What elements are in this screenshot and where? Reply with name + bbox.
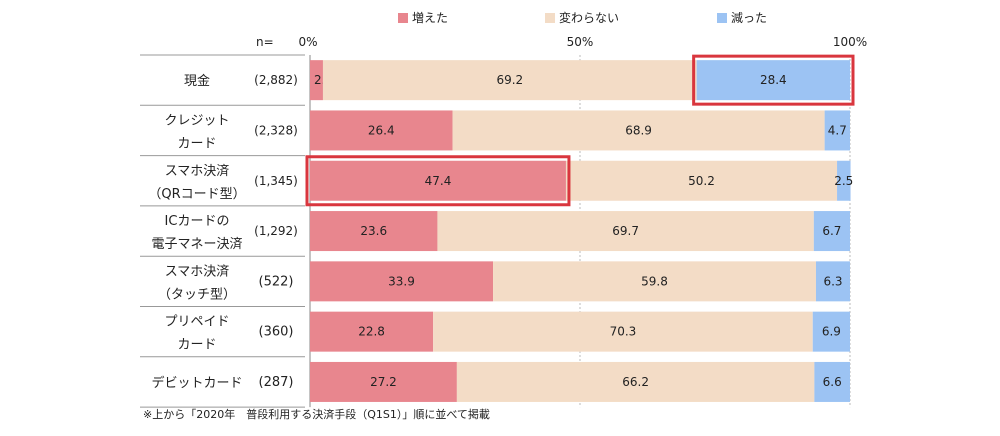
data-label: 22.8 (358, 325, 385, 339)
bar-segment (322, 60, 697, 101)
data-label: 6.7 (822, 224, 841, 238)
data-label: 47.4 (425, 174, 452, 188)
bar-segment (433, 311, 813, 352)
sample-size-label: (2,882) (254, 73, 298, 87)
data-label: 28.4 (760, 73, 787, 87)
legend-label: 増えた (412, 11, 448, 25)
data-label: 4.7 (828, 123, 847, 137)
category-label: カード (177, 136, 216, 151)
sample-size-label: (1,292) (254, 224, 298, 238)
data-label: 69.7 (612, 224, 639, 238)
data-label: 50.2 (688, 174, 715, 188)
data-label: 23.6 (360, 224, 387, 238)
category-label: プリペイド (164, 315, 229, 330)
axis-tick-label: 0% (298, 35, 317, 49)
category-label: カード (177, 338, 216, 353)
data-label: 68.9 (625, 123, 652, 137)
bar-segment (493, 261, 816, 302)
data-label: 6.9 (822, 325, 841, 339)
legend-swatch (398, 13, 408, 23)
bar-segment (310, 110, 453, 151)
data-label: 27.2 (370, 375, 397, 389)
bar-segment (696, 60, 850, 101)
n-header: n= (256, 35, 274, 49)
sample-size-label: (1,345) (254, 174, 298, 188)
bar-segment (452, 110, 825, 151)
axis-tick-label: 50% (567, 35, 594, 49)
bar-segment (812, 311, 850, 352)
bar-segment (310, 261, 494, 302)
bar-segment (824, 110, 850, 151)
category-label: クレジット (164, 113, 229, 128)
category-label: 現金 (184, 73, 210, 89)
bar-segment (310, 311, 434, 352)
sample-size-label: (522) (259, 274, 294, 289)
legend-label: 減った (731, 10, 767, 25)
legend-swatch (717, 13, 727, 23)
category-label: スマホ決済 (165, 163, 230, 179)
legend-swatch (545, 13, 555, 23)
data-label: 26.4 (368, 123, 395, 137)
category-label: （タッチ型） (158, 287, 236, 302)
data-label: 2.5 (834, 174, 853, 188)
category-label: 電子マネー決済 (151, 236, 242, 252)
sample-size-label: (2,328) (254, 123, 298, 137)
highlight-box (305, 155, 571, 207)
highlight-box (692, 54, 855, 106)
sample-size-label: (360) (259, 325, 294, 340)
data-label: 66.2 (622, 375, 649, 389)
bar-segment (837, 160, 851, 201)
bar-segment (813, 211, 850, 252)
bar-segment (310, 211, 438, 252)
bar-segment (310, 160, 566, 201)
data-label: 69.2 (496, 73, 523, 87)
category-label: （QRコード型） (148, 187, 245, 202)
axis-tick-label: 100% (833, 35, 867, 49)
bar-segment (310, 361, 457, 402)
bar-segment (814, 361, 850, 402)
bar-segment (310, 60, 323, 101)
bar-segment (565, 160, 838, 201)
bar-segment (815, 261, 850, 302)
data-label: 6.3 (823, 274, 842, 288)
data-label: 6.6 (823, 375, 842, 389)
data-label: 70.3 (610, 325, 637, 339)
sample-size-label: (287) (259, 375, 294, 390)
category-label: デビットカード (151, 375, 242, 391)
data-label: 59.8 (641, 274, 668, 288)
bar-segment (456, 361, 815, 402)
footnote: ※上から「2020年 普段利用する決済手段（Q1S1）」順に並べて掲載 (143, 407, 490, 421)
bar-segment (437, 211, 814, 252)
legend-label: 変わらない (559, 10, 619, 25)
category-label: スマホ決済 (165, 263, 230, 279)
data-label: 33.9 (388, 274, 415, 288)
category-label: ICカードの (165, 214, 230, 229)
